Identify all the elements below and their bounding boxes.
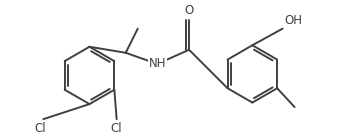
Text: Cl: Cl <box>111 122 122 135</box>
Text: Cl: Cl <box>34 122 46 135</box>
Text: O: O <box>184 4 194 17</box>
Text: OH: OH <box>285 14 303 27</box>
Text: NH: NH <box>148 57 166 70</box>
